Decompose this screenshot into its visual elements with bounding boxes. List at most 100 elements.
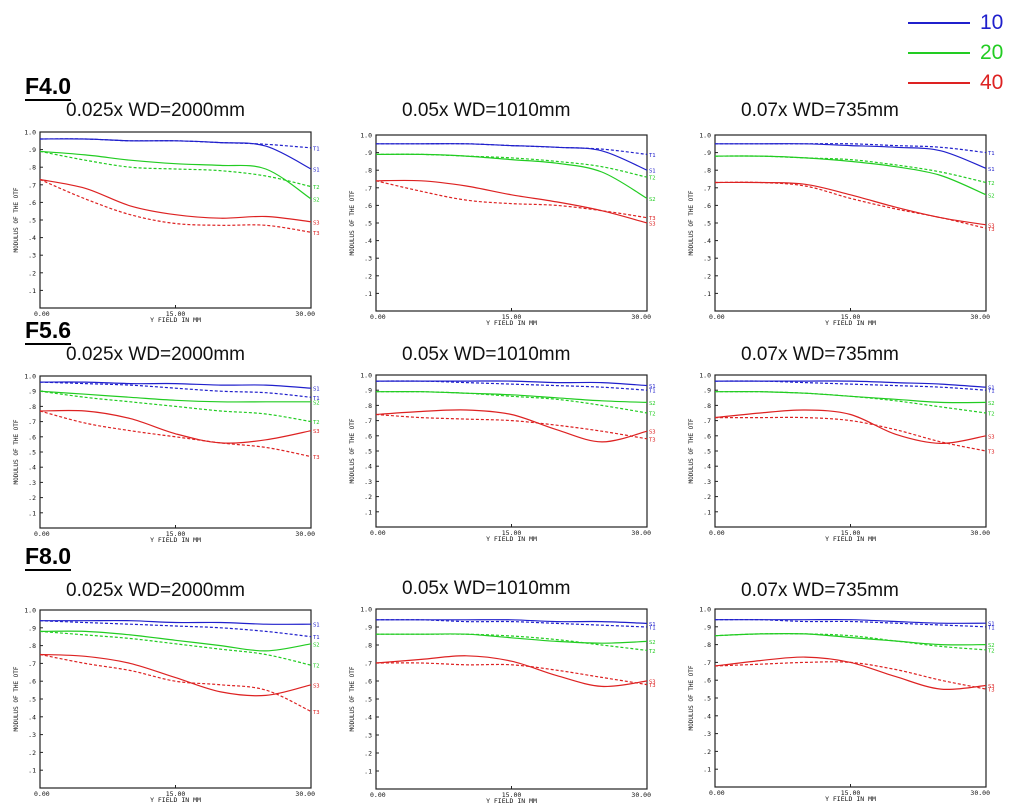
y-tick-label: .5 xyxy=(364,696,372,704)
series-end-label: T3 xyxy=(313,710,320,716)
series-end-label: S3 xyxy=(313,429,320,435)
y-tick-label: 1.0 xyxy=(24,607,36,615)
series-end-label: T3 xyxy=(988,688,995,694)
y-tick-label: .8 xyxy=(364,642,372,650)
y-tick-label: .7 xyxy=(364,417,372,425)
series-end-label: S1 xyxy=(649,169,656,175)
plot-frame xyxy=(375,134,648,312)
y-tick-label: .7 xyxy=(28,418,36,426)
x-axis-label: Y FIELD IN MM xyxy=(150,536,201,544)
y-tick-label: .7 xyxy=(364,660,372,668)
series-line-20-s xyxy=(376,633,648,644)
legend-item-40: 40 xyxy=(908,68,1018,98)
series-end-label: T2 xyxy=(649,412,656,418)
series-line-20-t xyxy=(39,150,312,188)
series-end-label: S1 xyxy=(988,622,995,628)
x-tick-label: 30.00 xyxy=(631,791,651,799)
series-line-10-s xyxy=(39,381,312,389)
plot-frame xyxy=(39,375,312,529)
legend-label-40: 40 xyxy=(980,71,1004,94)
y-tick-label: .5 xyxy=(28,217,36,225)
y-tick-label: .9 xyxy=(28,624,36,632)
series-end-label: T3 xyxy=(988,227,995,233)
series-line-20-t xyxy=(376,633,648,651)
x-tick-label: 0.00 xyxy=(34,310,50,318)
legend: 10 20 40 xyxy=(908,8,1018,98)
y-tick-label: 1.0 xyxy=(699,606,711,614)
series-end-label: T2 xyxy=(988,412,995,418)
fnumber-heading-f8: F8.0 xyxy=(25,543,72,571)
y-tick-label: .6 xyxy=(28,433,36,441)
y-tick-label: .1 xyxy=(703,508,711,516)
series-line-10-t xyxy=(39,381,312,398)
panel-title: 0.07x WD=735mm xyxy=(741,100,899,121)
legend-swatch-40 xyxy=(908,82,970,84)
plot-frame xyxy=(375,374,648,528)
series-line-40-s xyxy=(39,653,312,697)
series-end-label: S2 xyxy=(988,643,995,649)
series-line-40-s xyxy=(375,409,648,443)
y-tick-label: .2 xyxy=(703,272,711,280)
y-tick-label: .3 xyxy=(28,252,36,260)
y-tick-label: .8 xyxy=(364,402,372,410)
x-tick-label: 0.00 xyxy=(34,530,50,538)
series-end-label: T3 xyxy=(313,455,320,461)
series-line-40-t xyxy=(375,662,648,686)
y-tick-label: .9 xyxy=(28,146,36,154)
y-tick-label: .2 xyxy=(364,493,372,501)
y-tick-label: .1 xyxy=(364,290,372,298)
series-line-10-t xyxy=(376,143,648,155)
series-end-label: T2 xyxy=(988,648,995,654)
y-tick-label: .8 xyxy=(703,167,711,175)
series-end-label: T1 xyxy=(649,389,656,395)
y-tick-label: .6 xyxy=(364,432,372,440)
y-tick-label: 1.0 xyxy=(24,373,36,381)
series-line-40-s xyxy=(39,178,312,223)
y-tick-label: .2 xyxy=(28,494,36,502)
x-tick-label: 0.00 xyxy=(709,313,725,321)
x-tick-label: 0.00 xyxy=(370,529,386,537)
x-tick-label: 0.00 xyxy=(34,790,50,798)
y-tick-label: 1.0 xyxy=(360,132,372,140)
fnumber-heading-f5-6: F5.6 xyxy=(25,317,72,345)
series-line-40-s xyxy=(375,655,648,688)
series-line-20-s xyxy=(375,153,648,199)
series-end-label: S3 xyxy=(313,220,320,226)
x-tick-label: 30.00 xyxy=(295,310,315,318)
y-tick-label: .1 xyxy=(703,290,711,298)
x-tick-label: 15.00 xyxy=(166,790,186,798)
y-tick-label: .2 xyxy=(364,272,372,280)
series-line-40-s xyxy=(714,409,987,445)
y-tick-label: .8 xyxy=(364,167,372,175)
y-tick-label: .3 xyxy=(28,479,36,487)
y-axis-label: MODULUS OF THE OTF xyxy=(688,418,695,483)
legend-swatch-20 xyxy=(908,52,970,54)
series-end-label: S2 xyxy=(313,400,320,406)
y-axis-label: MODULUS OF THE OTF xyxy=(349,666,356,731)
series-line-10-t xyxy=(714,618,987,628)
y-tick-label: .1 xyxy=(364,768,372,776)
plot-frame xyxy=(39,131,312,309)
y-tick-label: .3 xyxy=(364,478,372,486)
y-tick-label: .8 xyxy=(28,642,36,650)
panel-title: 0.025x WD=2000mm xyxy=(66,580,245,601)
fnumber-heading-f4: F4.0 xyxy=(25,73,72,101)
series-line-40-t xyxy=(375,180,648,219)
y-tick-label: .7 xyxy=(28,660,36,668)
y-axis-label: MODULUS OF THE OTF xyxy=(13,666,20,731)
series-line-40-t xyxy=(714,181,987,229)
series-end-label: S2 xyxy=(649,197,656,203)
series-end-label: T2 xyxy=(649,176,656,182)
mtf-plot: .1 .2 .3 .4 .5 .6 .7 .8 .9 1.0 0.00 15.00 30.00 Y FIE… xyxy=(688,372,995,544)
y-tick-label: .3 xyxy=(703,478,711,486)
x-tick-label: 30.00 xyxy=(631,529,651,537)
series-end-label: T1 xyxy=(988,151,995,157)
legend-swatch-10 xyxy=(908,22,970,24)
plot-frame xyxy=(39,609,312,789)
series-end-label: T3 xyxy=(313,231,320,237)
y-tick-label: 1.0 xyxy=(699,372,711,380)
series-end-label: T1 xyxy=(988,625,995,631)
x-tick-label: 15.00 xyxy=(841,529,861,537)
y-tick-label: .7 xyxy=(364,184,372,192)
y-axis-label: MODULUS OF THE OTF xyxy=(349,190,356,255)
